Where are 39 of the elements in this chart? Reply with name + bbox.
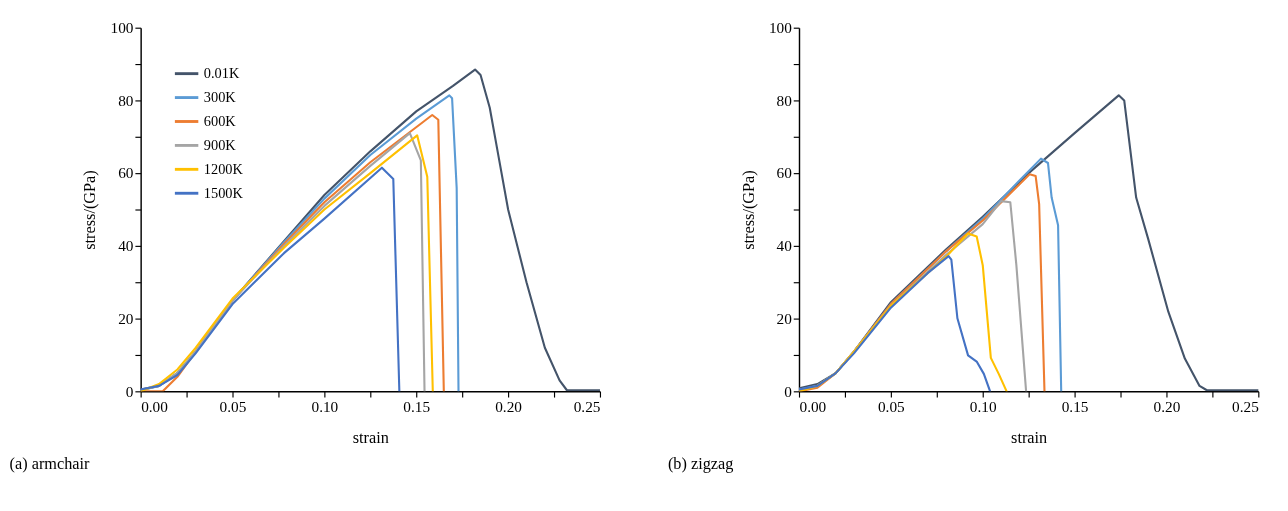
y-tick-label: 40	[776, 237, 793, 255]
legend-label: 0.01K	[203, 65, 240, 82]
x-tick-label: 0.10	[311, 397, 339, 415]
y-tick-label: 0	[784, 382, 793, 400]
line-series	[140, 166, 401, 392]
x-tick-label: 0.15	[1061, 397, 1089, 415]
x-tick-label: 0.10	[969, 397, 997, 415]
line-series	[799, 232, 1008, 392]
y-axis-title: stress/(GPa)	[739, 170, 758, 250]
y-tick-label: 60	[118, 164, 134, 182]
line-series	[799, 255, 992, 392]
legend-label: 1500K	[203, 185, 244, 202]
legend-label: 600K	[203, 113, 237, 130]
x-tick-label: 0.25	[1232, 397, 1260, 415]
x-tick-label: 0.00	[141, 397, 169, 415]
y-tick-label: 40	[118, 237, 134, 255]
x-tick-label: 0.20	[1153, 397, 1181, 415]
x-tick-label: 0.05	[219, 397, 247, 415]
x-tick-label: 0.25	[573, 397, 601, 415]
legend-label: 900K	[203, 137, 237, 154]
y-tick-label: 0	[125, 382, 134, 400]
legend-label: 1200K	[203, 161, 244, 178]
x-tick-label: 0.15	[403, 397, 431, 415]
y-tick-label: 20	[118, 309, 134, 327]
y-tick-label: 80	[118, 91, 134, 109]
y-tick-label: 20	[776, 309, 793, 327]
x-tick-label: 0.05	[877, 397, 906, 415]
x-axis-title: strain	[352, 428, 389, 447]
text: (b) zigzag	[667, 454, 734, 473]
y-tick-label: 80	[776, 91, 793, 109]
x-axis-title: strain	[1011, 428, 1048, 447]
y-tick-label: 60	[776, 164, 793, 182]
y-tick-label: 100	[768, 18, 793, 36]
x-tick-label: 0.00	[799, 397, 827, 415]
x-tick-label: 0.20	[495, 397, 523, 415]
legend-label: 300K	[203, 89, 237, 106]
y-tick-label: 100	[110, 18, 134, 36]
y-axis-title: stress/(GPa)	[81, 170, 100, 250]
text: (a) armchair	[9, 454, 90, 473]
